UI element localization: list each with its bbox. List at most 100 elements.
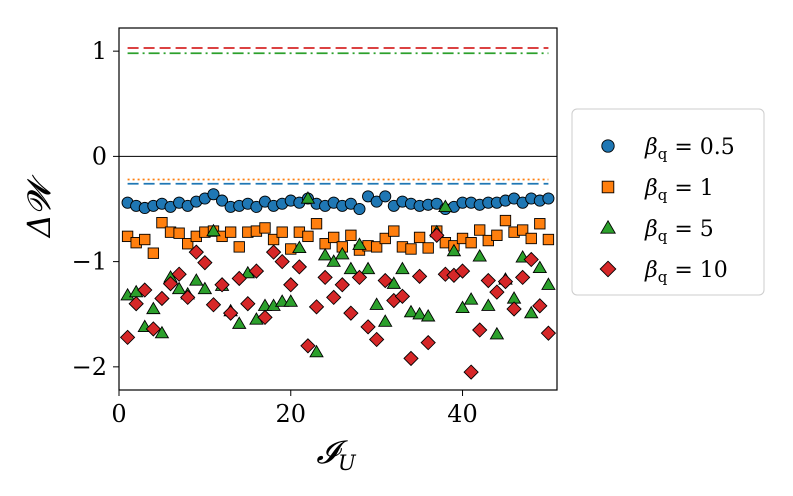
point-series-0-28 [353, 202, 366, 216]
point-series-0-37 [430, 197, 443, 210]
point-series-1-49 [534, 218, 546, 230]
point-series-3-45 [497, 273, 514, 290]
point-series-2-9 [189, 273, 204, 286]
point-series-2-48 [523, 305, 539, 319]
point-series-3-34 [403, 350, 419, 367]
point-series-2-35 [412, 306, 427, 320]
point-series-1-7 [173, 227, 185, 239]
legend-value-3: = 10 [667, 258, 727, 283]
point-series-3-17 [257, 309, 273, 326]
point-series-1-34 [405, 243, 417, 255]
point-series-3-5 [154, 290, 170, 307]
point-series-1-14 [233, 241, 245, 253]
point-series-1-32 [388, 225, 400, 237]
point-series-3-48 [523, 251, 539, 268]
y-tick-label-0: 0 [92, 142, 107, 170]
point-series-2-21 [292, 240, 307, 254]
point-series-3-23 [308, 299, 325, 315]
x-axis-label-sub: U [338, 451, 357, 475]
point-series-1-50 [542, 233, 555, 246]
point-series-3-49 [532, 298, 548, 314]
point-series-2-20 [283, 294, 299, 307]
point-series-0-16 [250, 200, 263, 213]
point-series-2-27 [343, 261, 359, 275]
point-series-2-29 [360, 261, 376, 275]
plot-clip-group [119, 47, 557, 380]
point-series-1-1 [121, 230, 134, 243]
point-series-2-34 [403, 304, 419, 318]
point-series-2-23 [309, 344, 324, 358]
point-series-2-5 [154, 325, 170, 339]
point-series-3-19 [274, 253, 290, 270]
point-series-3-28 [351, 269, 368, 286]
point-series-0-30 [370, 195, 383, 208]
point-series-1-47 [516, 224, 529, 236]
point-series-3-37 [429, 227, 445, 243]
point-series-2-33 [395, 261, 410, 275]
point-series-1-42 [474, 224, 486, 236]
point-series-1-35 [413, 231, 426, 244]
point-series-1-27 [345, 229, 357, 241]
point-series-2-50 [541, 277, 556, 290]
point-series-3-13 [222, 305, 239, 321]
point-series-3-22 [300, 338, 316, 354]
point-series-2-25 [326, 254, 341, 267]
y-tick-label--1: −1 [72, 248, 107, 276]
point-series-3-24 [317, 269, 333, 286]
legend-label-2: βq = 5 [644, 217, 714, 245]
point-series-3-40 [454, 263, 471, 279]
point-series-1-4 [147, 247, 160, 259]
point-series-3-44 [489, 284, 505, 300]
point-series-2-49 [532, 260, 548, 274]
x-tick-label-40: 40 [447, 400, 478, 428]
legend-symbol-0: β [644, 135, 658, 160]
point-series-3-2 [128, 296, 144, 312]
legend-frame [571, 108, 765, 296]
point-series-1-13 [224, 226, 237, 238]
point-series-1-22 [302, 230, 314, 243]
legend-subscript-1: q [658, 186, 668, 204]
point-series-3-36 [420, 334, 436, 351]
legend-symbol-1: β [644, 176, 658, 201]
point-series-0-12 [216, 194, 229, 207]
point-series-3-15 [240, 296, 256, 312]
point-series-3-9 [188, 244, 204, 260]
point-series-1-44 [491, 229, 503, 241]
point-series-3-20 [283, 277, 299, 293]
plot-frame [118, 27, 558, 391]
point-series-2-44 [489, 326, 505, 340]
point-series-3-30 [368, 331, 385, 348]
point-series-3-41 [463, 364, 479, 380]
point-series-2-24 [317, 247, 333, 261]
legend-marker-3 [599, 260, 617, 278]
legend-label-1: βq = 1 [644, 176, 714, 204]
point-series-3-18 [265, 244, 282, 260]
point-series-3-1 [119, 329, 136, 346]
y-tick-label--2: −2 [72, 353, 107, 381]
point-series-2-40 [455, 300, 470, 314]
legend-symbol-2: β [644, 217, 658, 242]
point-series-1-41 [465, 237, 477, 249]
point-series-3-10 [197, 255, 213, 271]
point-series-2-11 [206, 223, 221, 237]
point-series-0-11 [207, 188, 220, 201]
point-series-2-28 [352, 237, 367, 250]
point-series-2-39 [446, 243, 462, 257]
point-series-1-5 [156, 217, 168, 229]
point-series-3-43 [480, 272, 496, 289]
point-series-3-31 [377, 272, 393, 289]
point-series-1-30 [370, 241, 383, 253]
point-series-0-50 [542, 192, 555, 205]
point-series-3-25 [326, 289, 342, 306]
point-series-1-8 [182, 238, 194, 250]
point-series-1-36 [422, 242, 434, 254]
point-series-2-36 [420, 308, 436, 322]
point-series-3-14 [231, 270, 247, 287]
point-series-3-33 [394, 288, 411, 304]
point-series-1-3 [139, 233, 151, 246]
point-series-3-11 [205, 297, 222, 313]
legend-subscript-2: q [658, 227, 668, 245]
x-axis: 0 20 40 [111, 390, 478, 428]
point-series-2-41 [463, 292, 479, 305]
